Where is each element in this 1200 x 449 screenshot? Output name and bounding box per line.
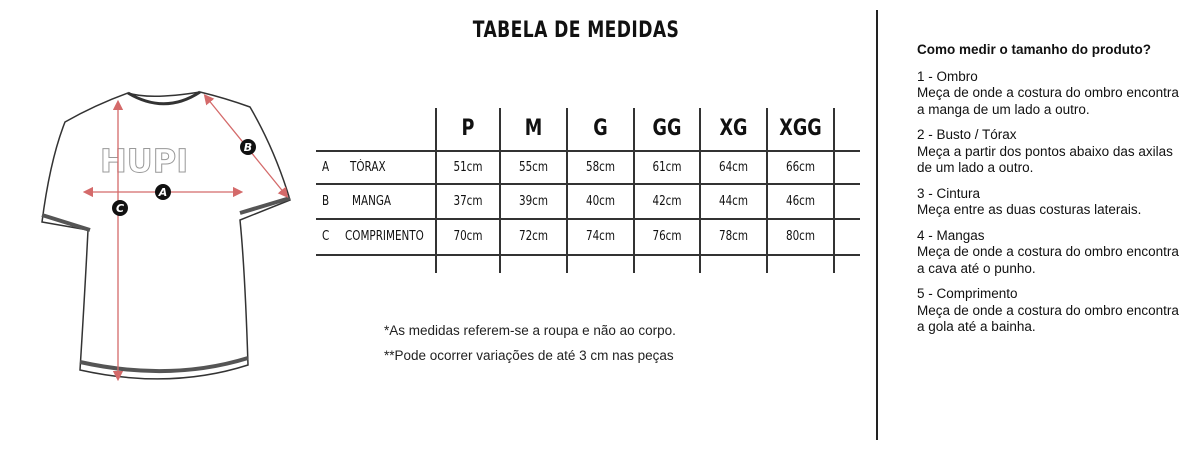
row-code: C <box>322 229 330 244</box>
guide-text: Meça a partir dos pontos abaixo das axil… <box>917 143 1173 176</box>
svg-text:C: C <box>116 202 124 215</box>
size-value: 37cm <box>453 194 483 209</box>
guide-text: Meça de onde a costura do ombro encontra… <box>917 244 1179 276</box>
row-code: A <box>322 160 330 175</box>
hupi-logo: HUPI <box>100 142 188 180</box>
size-value: 58cm <box>585 160 616 175</box>
table-rule <box>633 108 635 273</box>
size-value: 42cm <box>652 194 682 209</box>
size-header: XGG <box>779 116 822 141</box>
size-value: 61cm <box>652 160 682 175</box>
size-value: 78cm <box>718 229 749 244</box>
size-value: 51cm <box>453 160 483 175</box>
size-value: 55cm <box>518 160 549 175</box>
size-header: XG <box>719 116 748 141</box>
guide-section: 2 - Busto / Tórax Meça a partir dos ponto… <box>917 127 1187 177</box>
marker-b: B <box>240 139 256 155</box>
tshirt-diagram: HUPI A B C <box>41 90 291 382</box>
table-rule <box>766 108 768 273</box>
table-rule <box>316 254 860 256</box>
size-value: 66cm <box>785 160 816 175</box>
size-value: 70cm <box>453 229 483 244</box>
guide-text: Meça de onde a costura do ombro encontra… <box>917 302 1179 335</box>
size-value: 44cm <box>718 194 749 209</box>
note-2: **Pode ocorrer variações de até 3 cm nas… <box>384 348 674 363</box>
marker-c: C <box>112 200 128 216</box>
guide-heading: 3 - Cintura <box>917 185 981 201</box>
size-value: 46cm <box>785 194 816 209</box>
guide-section: 5 - Comprimento Meça de onde a costura do… <box>917 286 1187 336</box>
row-label: TÓRAX <box>350 160 386 175</box>
size-value: 39cm <box>518 194 549 209</box>
divider <box>876 10 878 440</box>
table-rule <box>316 183 860 185</box>
table-rule <box>316 218 860 220</box>
size-value: 74cm <box>585 229 616 244</box>
size-header: P <box>461 116 475 141</box>
table-rule <box>699 108 701 273</box>
table-rule <box>316 150 860 152</box>
guide-text: Meça de onde a costura do ombro encontra… <box>917 85 1179 117</box>
size-header: GG <box>652 116 682 141</box>
size-header: M <box>524 116 543 141</box>
guide-text: Meça entre as duas costuras laterais. <box>917 202 1142 217</box>
table-rule <box>833 108 835 273</box>
guide-heading: 5 - Comprimento <box>917 286 1018 301</box>
size-value: 40cm <box>585 194 616 209</box>
measure-guide: Como medir o tamanho do produto? 1 - Omb… <box>917 42 1187 345</box>
row-label: COMPRIMENTO <box>345 229 424 244</box>
guide-heading: 2 - Busto / Tórax <box>917 127 1017 142</box>
guide-heading: 4 - Mangas <box>917 227 985 243</box>
row-label: MANGA <box>352 194 392 209</box>
size-value: 76cm <box>652 229 682 244</box>
size-value: 80cm <box>785 229 816 244</box>
guide-section: 1 - Ombro Meça de onde a costura do ombro… <box>917 69 1187 119</box>
guide-heading: 1 - Ombro <box>917 68 978 84</box>
guide-section: 3 - Cintura Meça entre as duas costuras l… <box>917 186 1187 219</box>
guide-section: 4 - Mangas Meça de onde a costura do ombr… <box>917 228 1187 278</box>
svg-text:A: A <box>158 186 168 199</box>
table-rule <box>499 108 501 273</box>
guide-question: Como medir o tamanho do produto? <box>917 42 1151 57</box>
note-1: *As medidas referem-se a roupa e não ao … <box>384 323 676 338</box>
size-value: 64cm <box>718 160 749 175</box>
table-rule <box>566 108 568 273</box>
tshirt-outline <box>41 91 291 380</box>
size-header: G <box>593 116 608 141</box>
row-code: B <box>322 194 330 209</box>
page-title: TABELA DE MEDIDAS <box>472 18 680 43</box>
marker-a: A <box>155 184 171 200</box>
svg-text:B: B <box>244 141 252 154</box>
table-rule <box>435 108 437 273</box>
size-value: 72cm <box>518 229 549 244</box>
